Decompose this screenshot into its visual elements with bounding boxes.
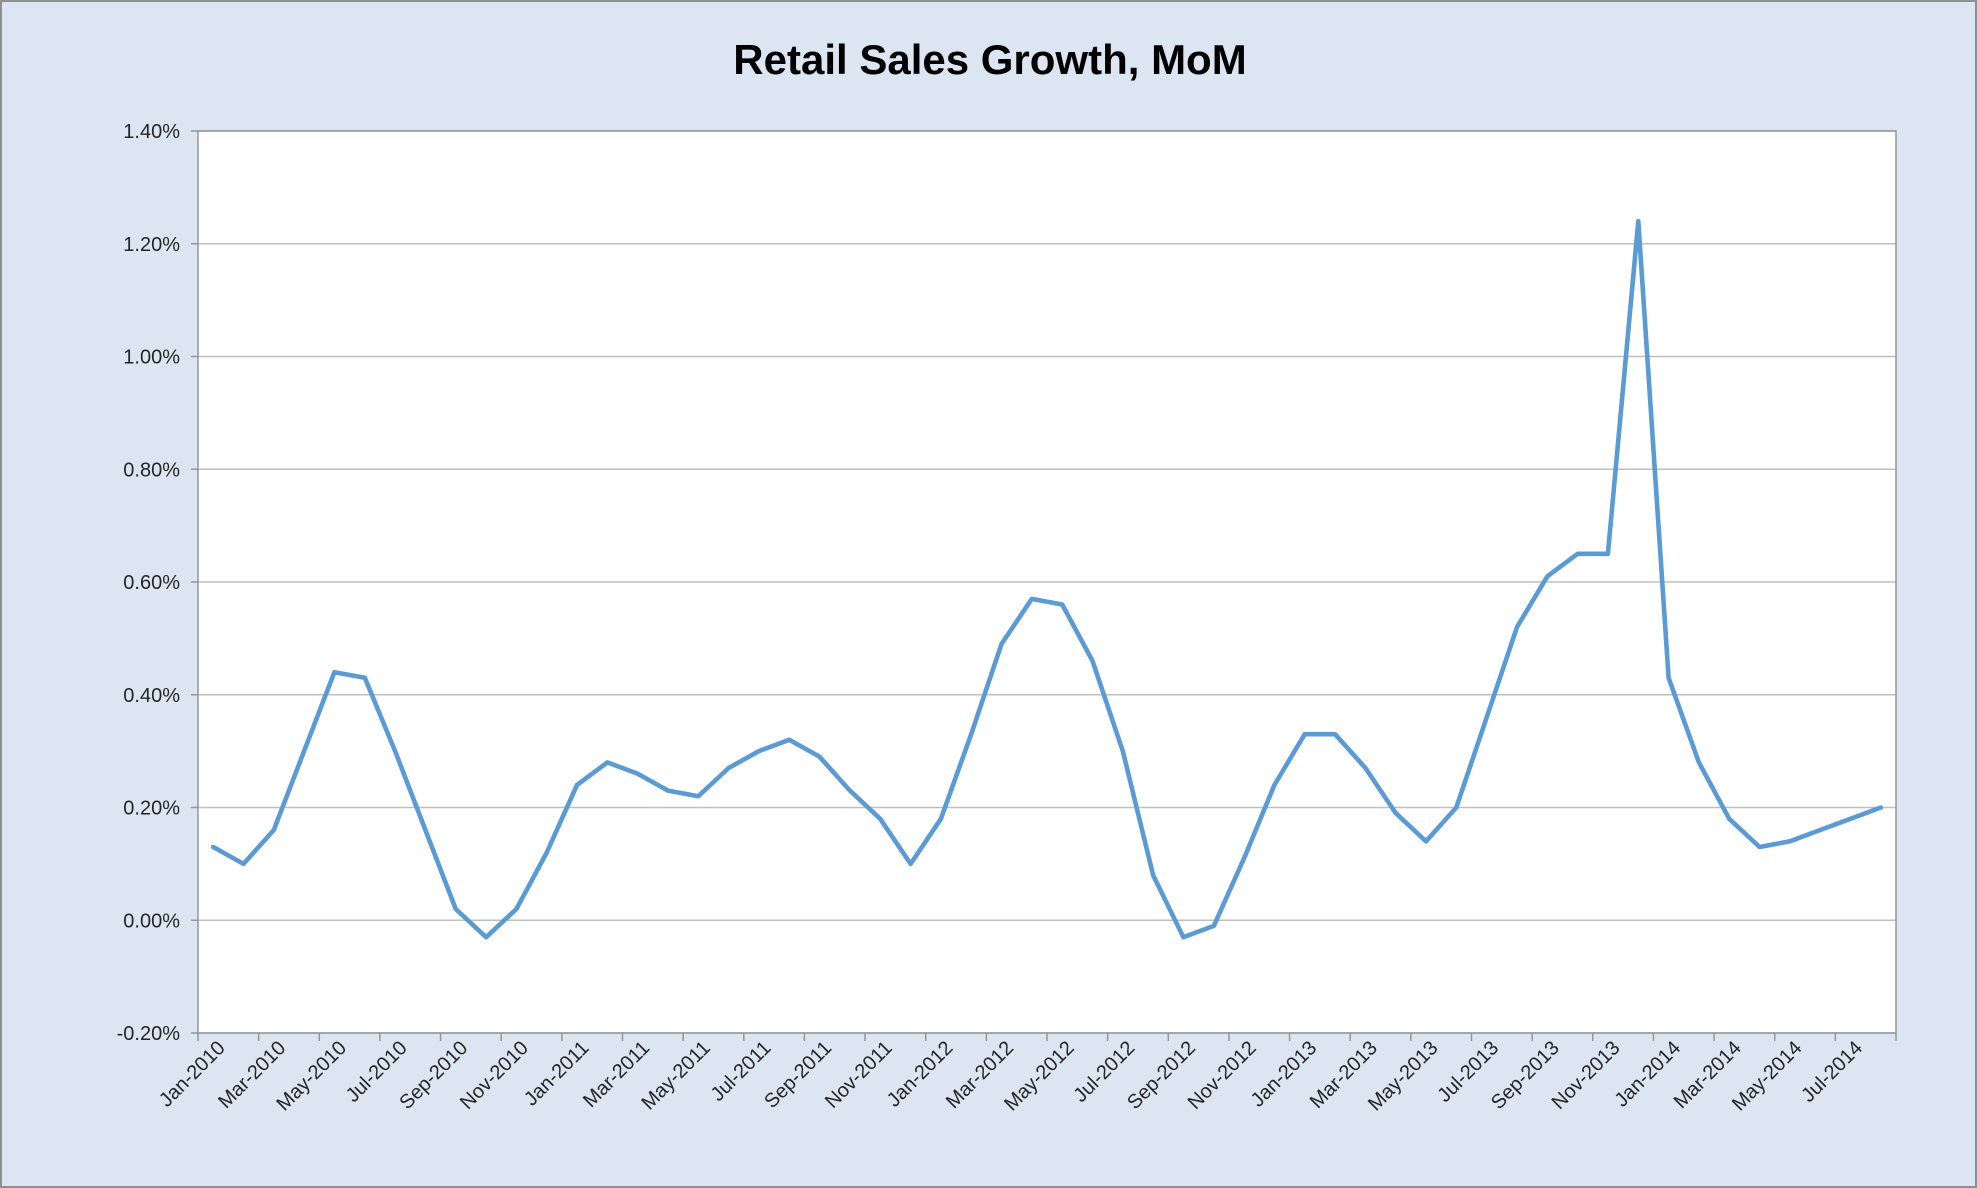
y-tick-label: 0.20% — [123, 798, 180, 820]
y-axis-labels: 1.40% 1.20% 1.00% 0.80% 0.60% 0.40% 0.20% 0.00%… — [117, 121, 181, 1045]
y-tick-label: 0.80% — [123, 459, 180, 481]
y-tick-label: 1.00% — [123, 347, 180, 369]
data-series-line — [210, 218, 1884, 940]
y-tick-label: 0.40% — [123, 685, 180, 707]
series-polyline — [210, 218, 1884, 940]
y-tick-label: 1.40% — [123, 121, 180, 143]
axis-tick-marks — [191, 130, 1897, 1041]
x-tick-label: Nov-2011 — [821, 1037, 897, 1113]
y-tick-label: -0.20% — [117, 1023, 181, 1045]
y-tick-label: 0.60% — [123, 572, 180, 594]
x-axis-labels: Jan-2010Mar-2010May-2010Jul-2010Sep-2010… — [155, 1037, 1867, 1115]
y-tick-label: 0.00% — [123, 910, 180, 932]
y-tick-label: 1.20% — [123, 234, 180, 256]
chart-title: Retail Sales Growth, MoM — [733, 36, 1246, 83]
x-tick-label: Jul-2014 — [1797, 1037, 1867, 1107]
